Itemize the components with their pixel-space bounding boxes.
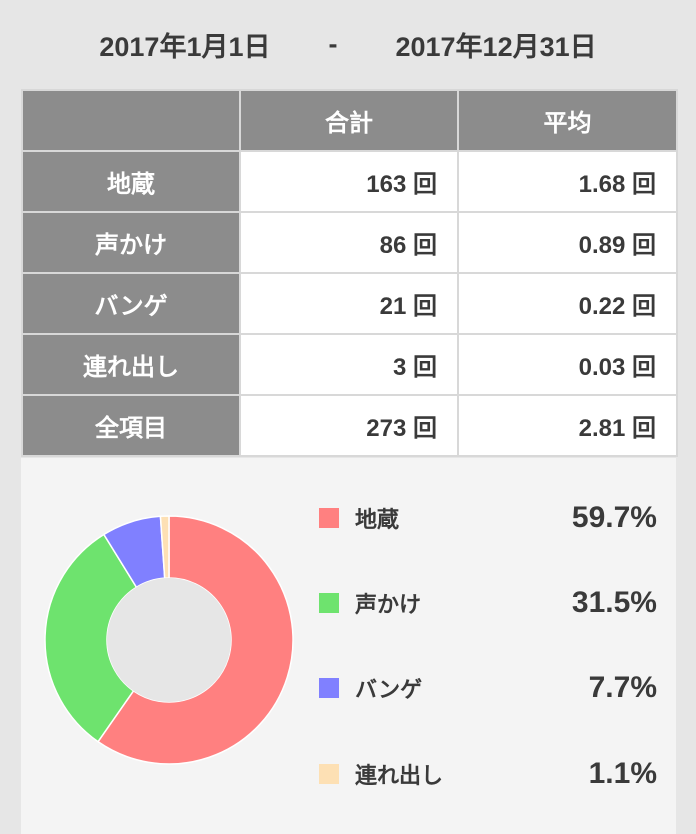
row-average: 0.89 回 <box>457 211 678 274</box>
legend-item: 声かけ 31.5% <box>319 583 657 623</box>
header-total: 合計 <box>239 89 459 152</box>
table-header-row: 合計 平均 <box>21 89 678 152</box>
donut-hole <box>107 578 231 702</box>
end-date: 2017年12月31日 <box>395 31 597 62</box>
row-label: 地蔵 <box>21 150 241 213</box>
table-row: バンゲ 21 回 0.22 回 <box>21 272 678 335</box>
stats-table: 合計 平均 地蔵 163 回 1.68 回 声かけ 86 回 0.89 回 バン… <box>21 89 678 457</box>
row-total: 163 回 <box>239 150 459 213</box>
row-label: 全項目 <box>21 394 241 457</box>
table-row-total: 全項目 273 回 2.81 回 <box>21 394 678 457</box>
legend-percentage: 7.7% <box>588 671 657 704</box>
legend-percentage: 59.7% <box>571 501 657 534</box>
donut-chart <box>44 515 294 765</box>
legend-percentage: 1.1% <box>588 757 657 790</box>
legend-swatch <box>319 508 339 528</box>
legend-label: 連れ出し <box>355 763 444 788</box>
header-average: 平均 <box>457 89 678 152</box>
row-total: 3 回 <box>239 333 459 396</box>
row-average: 0.03 回 <box>457 333 678 396</box>
legend-percentage: 31.5% <box>571 586 657 619</box>
row-total: 86 回 <box>239 211 459 274</box>
header-empty-cell <box>21 89 241 152</box>
date-range: 2017年1月1日 - 2017年12月31日 <box>0 0 696 88</box>
date-separator: - <box>328 28 338 59</box>
legend-swatch <box>319 764 339 784</box>
row-label: 連れ出し <box>21 333 241 396</box>
row-total: 21 回 <box>239 272 459 335</box>
row-average: 1.68 回 <box>457 150 678 213</box>
table-row: 連れ出し 3 回 0.03 回 <box>21 333 678 396</box>
table-row: 地蔵 163 回 1.68 回 <box>21 150 678 213</box>
legend-item: バンゲ 7.7% <box>319 668 657 708</box>
legend-label: バンゲ <box>355 677 423 702</box>
row-average: 0.22 回 <box>457 272 678 335</box>
legend-item: 地蔵 59.7% <box>319 498 657 538</box>
legend-label: 声かけ <box>355 592 422 617</box>
legend-swatch <box>319 593 339 613</box>
row-total: 273 回 <box>239 394 459 457</box>
row-label: バンゲ <box>21 272 241 335</box>
start-date: 2017年1月1日 <box>99 31 271 62</box>
legend-item: 連れ出し 1.1% <box>319 754 657 794</box>
chart-panel: 地蔵 59.7% 声かけ 31.5% バンゲ 7.7% 連れ出し 1.1% <box>21 458 676 834</box>
legend-swatch <box>319 678 339 698</box>
row-average: 2.81 回 <box>457 394 678 457</box>
legend-label: 地蔵 <box>355 507 400 532</box>
table-row: 声かけ 86 回 0.89 回 <box>21 211 678 274</box>
row-label: 声かけ <box>21 211 241 274</box>
